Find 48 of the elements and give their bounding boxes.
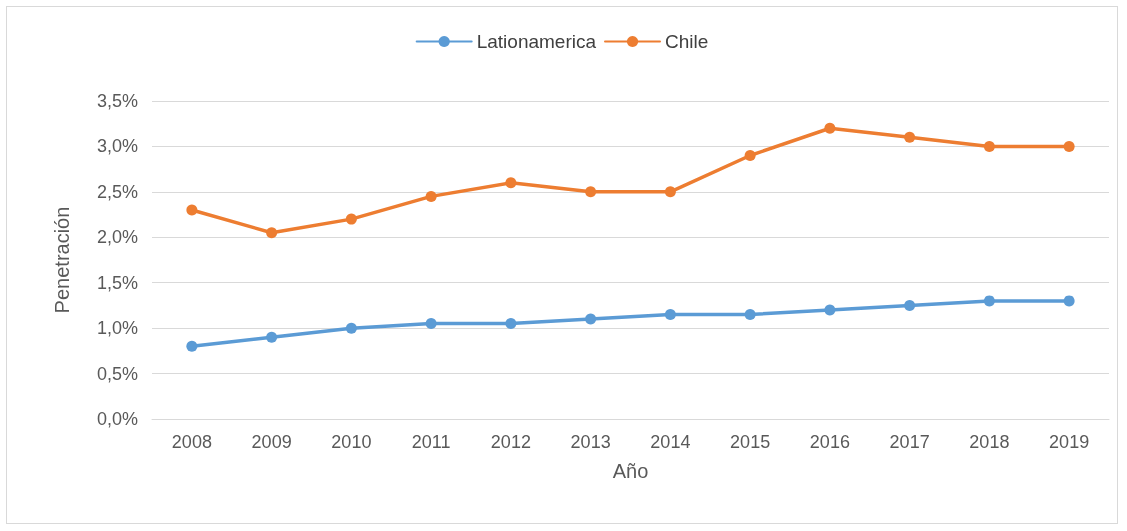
x-tick-label: 2015 (730, 432, 771, 452)
y-tick-label: 3,5% (96, 91, 138, 111)
point (186, 340, 198, 352)
point (345, 213, 357, 225)
point (983, 140, 995, 152)
point (1063, 295, 1075, 307)
point (1063, 140, 1075, 152)
x-tick-label: 2019 (1049, 432, 1090, 452)
y-axis-title: Penetración (51, 206, 73, 314)
y-tick-label: 1,0% (96, 318, 138, 339)
x-tick-label: 2018 (969, 432, 1010, 452)
point (505, 318, 517, 330)
x-tick-label: 2010 (331, 432, 372, 452)
point (505, 177, 517, 189)
point (425, 318, 437, 330)
x-tick-label: 2016 (809, 432, 850, 452)
point (824, 122, 836, 134)
point (664, 186, 676, 198)
y-tick-label: 2,5% (96, 181, 138, 202)
point (664, 309, 676, 321)
legend-label: Lationamerica (476, 31, 597, 52)
legend-label: Chile (665, 31, 709, 52)
y-tick-label: 0,0% (96, 409, 138, 429)
y-tick-label: 2,0% (96, 227, 138, 248)
y-tick-label: 3,0% (96, 136, 138, 157)
point (425, 190, 437, 202)
x-tick-label: 2017 (889, 432, 930, 452)
y-tick-label: 0,5% (96, 363, 138, 384)
y-tick-label: 1,5% (96, 272, 138, 293)
x-tick-label: 2009 (251, 432, 292, 452)
x-tick-label: 2008 (171, 432, 212, 452)
x-tick-label: 2014 (650, 432, 691, 452)
point (585, 186, 597, 198)
x-tick-label: 2012 (490, 432, 531, 452)
point (983, 295, 995, 307)
x-tick-label: 2011 (411, 432, 451, 452)
point (904, 131, 916, 143)
point (266, 227, 278, 239)
point (744, 309, 756, 321)
point (345, 322, 357, 334)
point (186, 204, 198, 216)
point (744, 150, 756, 162)
x-axis-title: Año (612, 460, 649, 482)
point (585, 313, 597, 325)
point (824, 304, 836, 316)
x-tick-label: 2013 (570, 432, 611, 452)
point (266, 331, 278, 343)
point (904, 299, 916, 311)
